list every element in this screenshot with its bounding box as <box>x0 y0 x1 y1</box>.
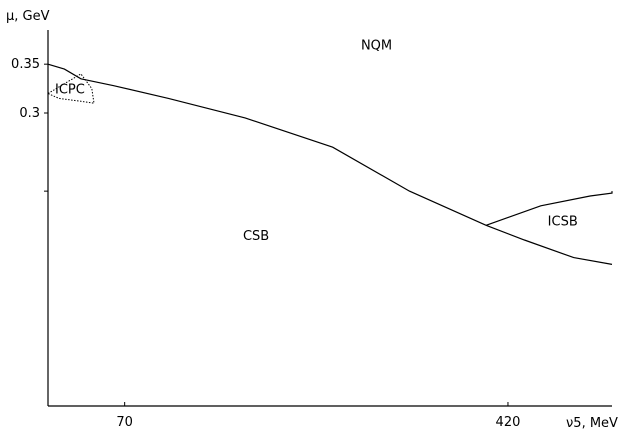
y-tick-label-0: 0.35 <box>11 57 40 72</box>
y-tick-label-1: 0.3 <box>19 106 40 121</box>
y-axis-label: μ, GeV <box>6 9 50 24</box>
x-axis-label: ν5, MeV <box>566 416 618 431</box>
chart-marks: 0.35 0.3 70 420 NQM ICPC CSB ICSB <box>11 39 613 430</box>
region-label-icpc: ICPC <box>55 82 85 97</box>
x-tick-label-1: 420 <box>496 415 521 430</box>
region-label-icsb: ICSB <box>548 214 578 229</box>
region-label-nqm: NQM <box>361 39 392 54</box>
series-line-1 <box>485 191 613 226</box>
series-line-0 <box>47 63 613 265</box>
x-tick-label-0: 70 <box>116 415 133 430</box>
region-label-csb: CSB <box>243 229 269 244</box>
